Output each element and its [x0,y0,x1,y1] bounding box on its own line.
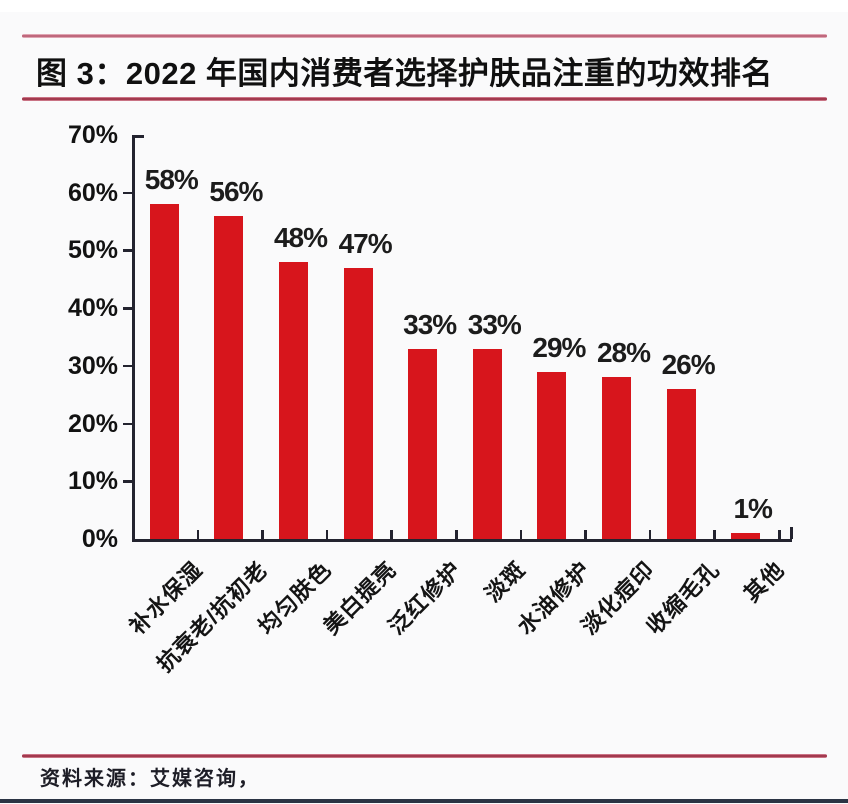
y-axis-tick [123,249,132,252]
x-axis-tick [455,530,458,539]
y-axis-line [132,135,135,539]
y-axis-label: 40% [67,294,118,323]
bar-value-label: 56% [209,175,263,207]
bar-value-label: 29% [532,331,586,363]
bar-value-label: 33% [403,308,457,340]
bar-value-label: 33% [467,308,522,340]
y-axis-label: 50% [67,236,118,265]
y-axis-label: 70% [67,121,118,149]
x-axis-tick [390,530,393,539]
x-axis-tick [519,530,523,539]
bar-value-label: 48% [273,221,328,253]
x-axis-tick [778,530,781,539]
x-axis-tick [261,530,264,539]
bar [731,533,761,539]
footer-rule [22,754,827,758]
title-top-rule [22,34,827,38]
x-axis-tick [713,530,716,539]
bar [666,388,696,539]
source-note: 资料来源：艾媒咨询， [40,768,260,790]
x-axis-end-cap [790,527,793,539]
page-bottom-border [0,799,848,803]
y-axis-tick [123,364,132,368]
bar-value-label: 58% [144,164,199,196]
x-axis-tick [584,530,587,539]
x-axis-tick [648,530,652,539]
y-axis-label: 60% [67,178,118,207]
x-axis-label-text: 淡斑 [480,556,531,607]
bar [408,348,438,539]
y-axis-tick [123,422,132,426]
x-axis-tick [196,530,200,539]
bar [149,204,179,539]
bar [472,348,502,539]
bar-value-label: 28% [596,337,651,369]
bar [214,215,244,539]
y-axis-tick [123,480,132,483]
y-axis-tick [123,191,132,195]
x-axis-tick [325,530,329,539]
bar-value-label: 47% [338,227,393,259]
y-axis-label: 10% [67,467,118,496]
title-bottom-rule [22,97,827,101]
bar-value-label: 1% [733,493,772,525]
bar [279,261,308,539]
bar [602,377,631,539]
y-axis-label: 20% [67,409,118,438]
x-axis-label-text: 其他 [738,556,789,607]
y-axis-top-cap [132,135,144,138]
bar-value-label: 26% [661,348,716,380]
y-axis-tick [123,307,132,310]
page-top-margin [0,0,848,12]
bar [537,371,567,539]
x-axis-line [132,539,792,542]
figure-title: 图 3：2022 年国内消费者选择护肤品注重的功效排名 [36,56,773,91]
bar [343,267,373,539]
y-axis-label: 0% [81,525,118,553]
y-axis-label: 30% [67,351,118,380]
